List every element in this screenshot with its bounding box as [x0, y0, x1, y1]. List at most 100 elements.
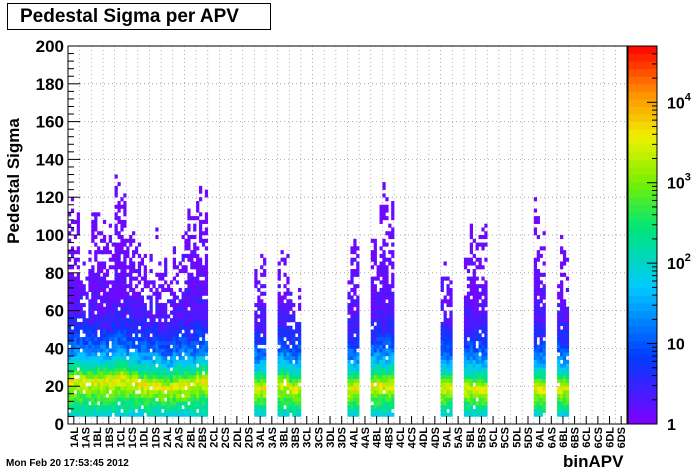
- heatmap-cell: [129, 333, 133, 338]
- heatmap-cell: [484, 408, 488, 413]
- heatmap-cell: [382, 371, 386, 376]
- heatmap-cell: [88, 314, 92, 319]
- heatmap-cell: [105, 344, 110, 349]
- heatmap-cell: [88, 257, 92, 262]
- heatmap-cell: [85, 348, 89, 353]
- heatmap-cell: [169, 355, 174, 361]
- heatmap-cell: [370, 299, 374, 304]
- heatmap-cell: [100, 265, 104, 270]
- heatmap-cell: [478, 295, 482, 300]
- heatmap-cell: [298, 325, 302, 330]
- heatmap-cell: [560, 318, 564, 323]
- heatmap-cell: [475, 333, 479, 338]
- heatmap-cell: [560, 280, 564, 285]
- heatmap-cell: [289, 363, 293, 368]
- heatmap-cell: [161, 348, 165, 353]
- heatmap-cell: [172, 408, 177, 413]
- heatmap-cell: [172, 397, 177, 402]
- heatmap-cell: [254, 329, 258, 334]
- heatmap-cell: [94, 386, 98, 391]
- heatmap-cell: [169, 299, 174, 304]
- heatmap-cell: [373, 397, 377, 402]
- heatmap-cell: [379, 314, 383, 319]
- heatmap-cell: [277, 321, 281, 327]
- heatmap-cell: [356, 299, 360, 304]
- heatmap-cell: [263, 355, 267, 361]
- heatmap-cell: [117, 371, 121, 376]
- heatmap-cell: [376, 401, 380, 406]
- heatmap-cell: [164, 363, 168, 368]
- heatmap-cell: [149, 382, 153, 387]
- heatmap-cell: [446, 389, 450, 395]
- heatmap-cell: [385, 363, 389, 368]
- heatmap-cell: [373, 261, 377, 266]
- heatmap-cell: [82, 374, 86, 379]
- heatmap-cell: [463, 378, 468, 383]
- heatmap-cell: [443, 382, 447, 387]
- heatmap-cell: [111, 295, 115, 300]
- heatmap-cell: [82, 382, 86, 387]
- heatmap-cell: [146, 295, 150, 300]
- heatmap-cell: [181, 291, 185, 296]
- heatmap-cell: [533, 382, 538, 387]
- heatmap-cell: [536, 257, 540, 262]
- heatmap-cell: [204, 321, 209, 327]
- heatmap-cell: [79, 306, 83, 311]
- heatmap-cell: [379, 337, 383, 342]
- heatmap-cell: [190, 333, 194, 338]
- heatmap-cell: [370, 389, 374, 395]
- heatmap-cell: [161, 359, 165, 364]
- heatmap-cell: [472, 310, 476, 315]
- heatmap-cell: [280, 374, 284, 379]
- heatmap-cell: [193, 261, 197, 266]
- heatmap-cell: [257, 386, 261, 391]
- heatmap-cell: [289, 367, 293, 372]
- heatmap-cell: [289, 378, 293, 383]
- heatmap-cell: [292, 355, 296, 361]
- heatmap-cell: [114, 405, 118, 410]
- heatmap-cell: [370, 340, 374, 345]
- heatmap-cell: [178, 367, 182, 372]
- heatmap-cell: [123, 374, 127, 379]
- heatmap-cell: [73, 352, 78, 357]
- heatmap-cell: [161, 371, 165, 376]
- heatmap-cell: [292, 337, 296, 342]
- heatmap-cell: [463, 405, 468, 410]
- heatmap-cell: [280, 352, 284, 357]
- heatmap-cell: [88, 348, 92, 353]
- heatmap-cell: [388, 389, 392, 395]
- heatmap-cell: [466, 261, 471, 266]
- heatmap-cell: [280, 299, 284, 304]
- heatmap-cell: [79, 405, 83, 410]
- heatmap-cell: [280, 355, 284, 361]
- heatmap-cell: [181, 314, 185, 319]
- heatmap-cell: [137, 310, 142, 315]
- heatmap-cell: [120, 238, 124, 243]
- heatmap-cell: [277, 386, 281, 391]
- heatmap-cell: [466, 401, 471, 406]
- heatmap-cell: [446, 337, 450, 342]
- heatmap-cell: [134, 393, 139, 398]
- heatmap-cell: [111, 257, 115, 262]
- heatmap-cell: [134, 321, 139, 327]
- heatmap-cell: [155, 408, 159, 413]
- heatmap-cell: [539, 321, 543, 327]
- heatmap-cell: [91, 291, 95, 296]
- heatmap-cell: [158, 389, 162, 395]
- heatmap-cell: [102, 412, 107, 417]
- heatmap-cell: [68, 378, 72, 383]
- heatmap-cell: [376, 408, 380, 413]
- heatmap-cell: [137, 408, 142, 413]
- heatmap-cell: [146, 314, 150, 319]
- heatmap-cell: [199, 318, 203, 323]
- heatmap-cell: [164, 401, 168, 406]
- heatmap-cell: [373, 250, 377, 255]
- heatmap-cell: [155, 389, 159, 395]
- heatmap-cell: [289, 371, 293, 376]
- heatmap-cell: [260, 291, 264, 296]
- heatmap-cell: [68, 321, 72, 327]
- heatmap-cell: [97, 337, 101, 342]
- heatmap-cell: [196, 261, 200, 266]
- heatmap-cell: [184, 352, 188, 357]
- heatmap-cell: [536, 276, 540, 281]
